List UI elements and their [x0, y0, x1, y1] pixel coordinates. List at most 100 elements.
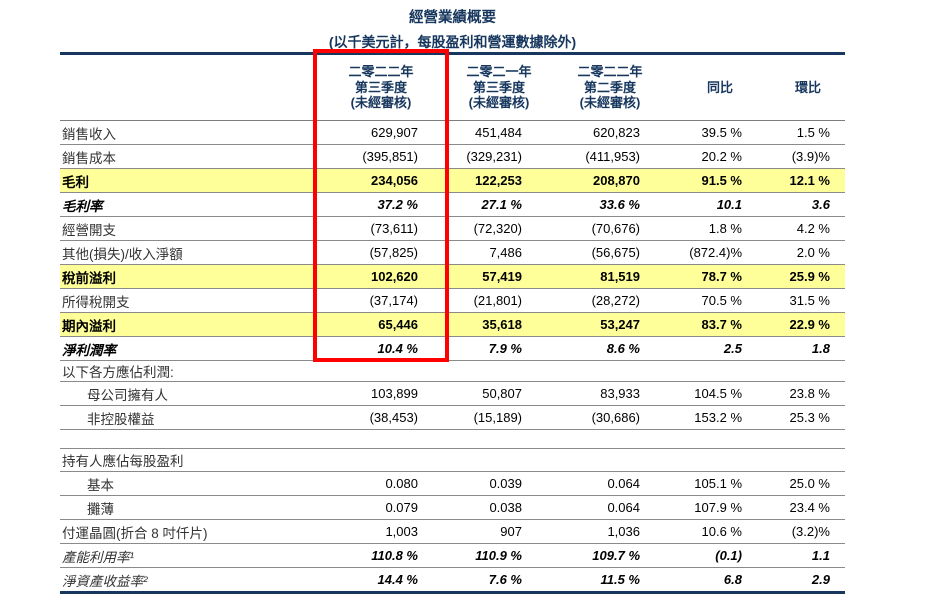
- column-header-line: 二零二一年: [466, 64, 532, 80]
- page-title: 經營業績概要: [409, 10, 496, 26]
- row-label: 淨資產收益率²: [60, 567, 315, 593]
- cell-q2-2022: 109.7 %: [551, 543, 669, 568]
- table-row: 期內溢利 65,446 35,618 53,247 83.7 % 22.9 %: [60, 312, 845, 337]
- operating-summary-table: 二零二二年 第三季度 (未經審核) 二零二一年 第三季度 (未經審核) 二零二二年 第二季度(…: [60, 52, 845, 594]
- row-label: 攤薄: [60, 495, 315, 520]
- cell-q2-2022: 0.064: [551, 471, 669, 496]
- cell-q3-2022: (57,825): [315, 240, 447, 265]
- cell-yoy: 10.1: [669, 192, 771, 217]
- table-row: 以下各方應佔利潤:: [60, 360, 845, 382]
- row-label: 非控股權益: [60, 405, 315, 430]
- table-row: 付運晶圓(折合 8 吋仟片) 1,003 907 1,036 10.6 % (3.2)%: [60, 519, 845, 544]
- cell-q2-2022: 53,247: [551, 312, 669, 337]
- row-label: 期內溢利: [60, 312, 315, 337]
- table-row: 非控股權益 (38,453) (15,189) (30,686) 153.2 % 25.3…: [60, 405, 845, 430]
- cell-q3-2022: 234,056: [315, 168, 447, 193]
- cell-q3-2021: 122,253: [447, 168, 551, 193]
- cell-q2-2022: (56,675): [551, 240, 669, 265]
- cell-qoq: 1.8: [771, 336, 845, 361]
- cell-qoq: (3.2)%: [771, 519, 845, 544]
- cell-q2-2022: 11.5 %: [551, 567, 669, 593]
- column-header-line: 二零二二年: [577, 64, 643, 80]
- column-header-qoq: 環比: [771, 53, 845, 121]
- table-row: 產能利用率¹ 110.8 % 110.9 % 109.7 % (0.1) 1.1: [60, 543, 845, 568]
- cell-qoq: 23.4 %: [771, 495, 845, 520]
- cell-qoq: 25.0 %: [771, 471, 845, 496]
- table-row: 銷售成本 (395,851) (329,231) (411,953) 20.2 % (3.…: [60, 144, 845, 169]
- cell-yoy: (0.1): [669, 543, 771, 568]
- cell-yoy: 107.9 %: [669, 495, 771, 520]
- section-label: 以下各方應佔利潤:: [60, 360, 845, 382]
- cell-q3-2022: (37,174): [315, 288, 447, 313]
- cell-q3-2021: 7.6 %: [447, 567, 551, 593]
- cell-q3-2021: 57,419: [447, 264, 551, 289]
- spacer-row: [60, 429, 845, 449]
- table-row: 淨利潤率 10.4 % 7.9 % 8.6 % 2.5 1.8: [60, 336, 845, 361]
- column-header-q3-2021: 二零二一年 第三季度 (未經審核): [447, 53, 551, 121]
- table-row: 其他(損失)/收入淨額 (57,825) 7,486 (56,675) (872.4)%…: [60, 240, 845, 265]
- row-label: 毛利: [60, 168, 315, 193]
- cell-q3-2022: 102,620: [315, 264, 447, 289]
- cell-q3-2022: 1,003: [315, 519, 447, 544]
- column-header-q3-2022: 二零二二年 第三季度 (未經審核): [315, 53, 447, 121]
- cell-q3-2021: 0.039: [447, 471, 551, 496]
- row-label: 毛利率: [60, 192, 315, 217]
- table-row: 基本 0.080 0.039 0.064 105.1 % 25.0 %: [60, 471, 845, 496]
- table-row: 持有人應佔每股盈利: [60, 448, 845, 472]
- cell-qoq: 1.5 %: [771, 120, 845, 145]
- cell-qoq: 25.3 %: [771, 405, 845, 430]
- cell-yoy: 10.6 %: [669, 519, 771, 544]
- column-header-yoy: 同比: [669, 53, 771, 121]
- column-header-line: 第三季度: [472, 79, 525, 95]
- table-row: 母公司擁有人 103,899 50,807 83,933 104.5 % 23.8 %: [60, 381, 845, 406]
- row-label: 其他(損失)/收入淨額: [60, 240, 315, 265]
- column-header-line: 第二季度: [583, 79, 636, 95]
- spacer-cell: [60, 429, 845, 449]
- row-label: 銷售成本: [60, 144, 315, 169]
- cell-yoy: 153.2 %: [669, 405, 771, 430]
- cell-q3-2021: (15,189): [447, 405, 551, 430]
- cell-qoq: (3.9)%: [771, 144, 845, 169]
- column-header-line: (未經審核): [350, 95, 412, 111]
- cell-q3-2022: (395,851): [315, 144, 447, 169]
- cell-q2-2022: 0.064: [551, 495, 669, 520]
- cell-q3-2021: (21,801): [447, 288, 551, 313]
- cell-q2-2022: (70,676): [551, 216, 669, 241]
- report-header: 經營業績概要 (以千美元計，每股盈利和營運數據除外): [60, 0, 845, 52]
- cell-q3-2022: (38,453): [315, 405, 447, 430]
- table-row: 稅前溢利 102,620 57,419 81,519 78.7 % 25.9 %: [60, 264, 845, 289]
- cell-q3-2022: 629,907: [315, 120, 447, 145]
- cell-yoy: 70.5 %: [669, 288, 771, 313]
- table-row: 淨資產收益率² 14.4 % 7.6 % 11.5 % 6.8 2.9: [60, 567, 845, 593]
- table-header-row: 二零二二年 第三季度 (未經審核) 二零二一年 第三季度 (未經審核) 二零二二年 第二季度(…: [60, 53, 845, 121]
- cell-qoq: 1.1: [771, 543, 845, 568]
- row-label: 稅前溢利: [60, 264, 315, 289]
- cell-qoq: 23.8 %: [771, 381, 845, 406]
- cell-q3-2022: 37.2 %: [315, 192, 447, 217]
- cell-q3-2021: 35,618: [447, 312, 551, 337]
- table-row: 毛利 234,056 122,253 208,870 91.5 % 12.1 %: [60, 168, 845, 193]
- cell-q3-2022: 65,446: [315, 312, 447, 337]
- cell-yoy: 1.8 %: [669, 216, 771, 241]
- section-label: 持有人應佔每股盈利: [60, 448, 845, 472]
- row-label: 基本: [60, 471, 315, 496]
- cell-q2-2022: 8.6 %: [551, 336, 669, 361]
- operating-summary-table-wrap: 二零二二年 第三季度 (未經審核) 二零二一年 第三季度 (未經審核) 二零二二年 第二季度(…: [60, 49, 845, 594]
- cell-yoy: 39.5 %: [669, 120, 771, 145]
- row-label: 經營開支: [60, 216, 315, 241]
- cell-q3-2021: 7.9 %: [447, 336, 551, 361]
- column-header-line: 二零二二年: [348, 64, 414, 80]
- cell-q2-2022: (28,272): [551, 288, 669, 313]
- cell-qoq: 3.6: [771, 192, 845, 217]
- cell-q3-2021: 907: [447, 519, 551, 544]
- cell-q2-2022: 208,870: [551, 168, 669, 193]
- cell-yoy: 78.7 %: [669, 264, 771, 289]
- cell-q3-2022: 14.4 %: [315, 567, 447, 593]
- page-subtitle: (以千美元計，每股盈利和營運數據除外): [328, 34, 577, 50]
- column-header-line: 環比: [794, 79, 821, 95]
- cell-qoq: 25.9 %: [771, 264, 845, 289]
- table-row: 所得稅開支 (37,174) (21,801) (28,272) 70.5 % 31.5 …: [60, 288, 845, 313]
- cell-q2-2022: 33.6 %: [551, 192, 669, 217]
- cell-q3-2022: 10.4 %: [315, 336, 447, 361]
